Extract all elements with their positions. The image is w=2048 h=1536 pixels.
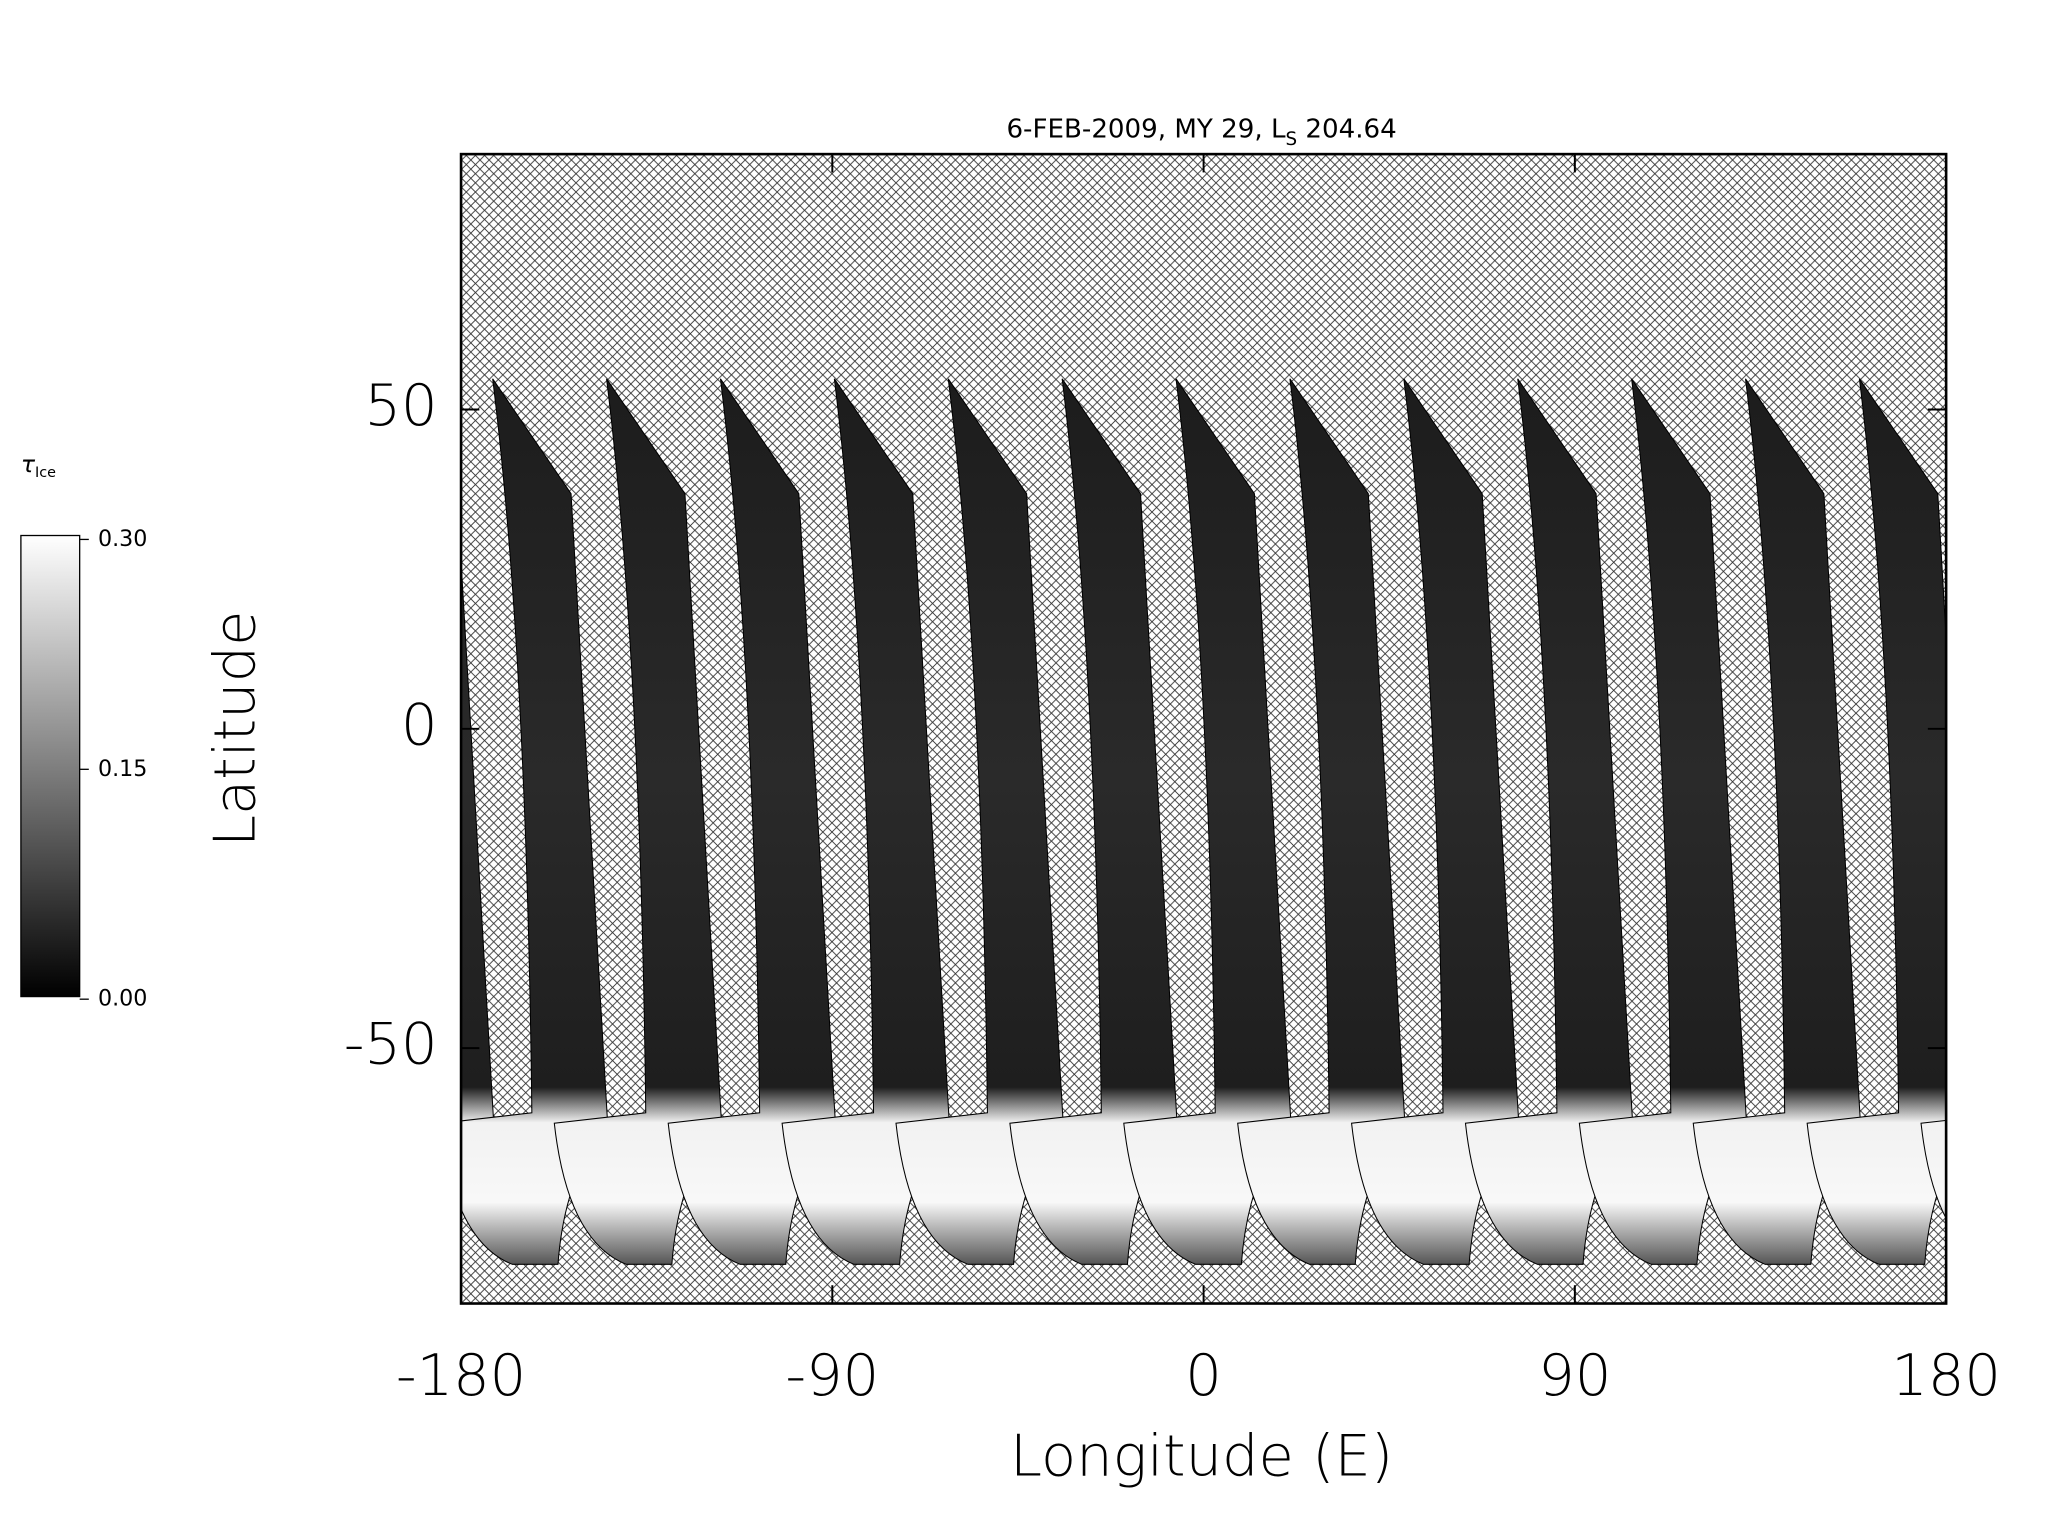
title-subscript: S	[1286, 129, 1298, 150]
swath	[667, 378, 836, 1265]
colorbar-label: τIce	[21, 449, 56, 480]
swath	[781, 378, 950, 1265]
swath	[1350, 378, 1520, 1265]
colorbar-tick-label: 0.30	[98, 526, 147, 552]
swath	[1920, 1119, 1947, 1220]
y-tick-label: 50	[364, 372, 437, 439]
title-prefix: 6-FEB-2009, MY 29, L	[1006, 114, 1286, 144]
swath	[461, 552, 495, 1183]
swath	[1692, 378, 1861, 1265]
x-tick-label: -180	[396, 1342, 526, 1409]
colorbar	[20, 534, 81, 998]
swath	[1009, 378, 1178, 1265]
x-axis-label: Longitude (E)	[1010, 1423, 1393, 1490]
y-tick-label: 0	[401, 691, 438, 758]
swath	[1237, 378, 1406, 1265]
chart-title: 6-FEB-2009, MY 29, LS 204.64	[1006, 114, 1396, 150]
swath	[895, 378, 1064, 1265]
y-axis-label: Latitude	[202, 611, 269, 847]
x-tick-label: -90	[785, 1342, 879, 1409]
swath	[553, 378, 723, 1265]
colorbar-tick-label: 0.15	[98, 756, 147, 782]
colorbar-tick-label: 0.00	[98, 986, 147, 1012]
y-tick-label: -50	[344, 1011, 438, 1078]
swath	[1464, 378, 1634, 1265]
swaths	[461, 378, 1947, 1265]
x-tick-label: 90	[1538, 1342, 1611, 1409]
swath	[461, 378, 609, 1265]
x-tick-label: 180	[1891, 1342, 2001, 1409]
colorbar-symbol: τ	[21, 449, 36, 477]
swath	[1806, 378, 1947, 1265]
colorbar-subscript: Ice	[35, 465, 56, 481]
swath	[1578, 378, 1748, 1265]
x-tick-label: 0	[1185, 1342, 1222, 1409]
title-suffix: 204.64	[1297, 114, 1397, 144]
swath	[1123, 378, 1292, 1265]
